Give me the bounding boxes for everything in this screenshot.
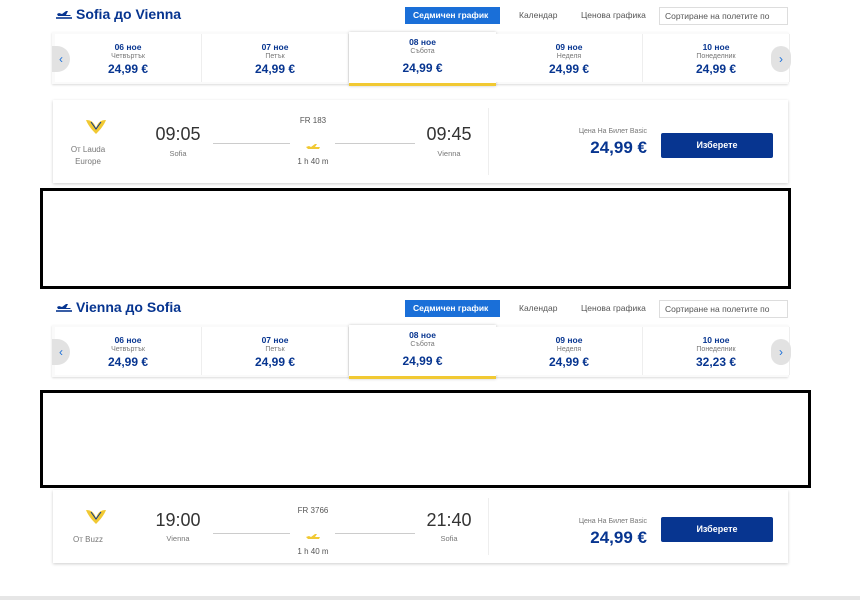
airline-logo [85, 508, 107, 526]
date-cell[interactable]: 07 ное Петък 24,99 € [202, 327, 349, 375]
flight-card: От Lauda Europe 09:05 Sofia FR 183 1 h 40 m 0… [53, 100, 788, 183]
operator: От Lauda Europe [70, 145, 106, 166]
date-cell[interactable]: 08 ное Събота 24,99 € [349, 325, 496, 379]
plane-icon [305, 528, 321, 539]
date: 08 ное [409, 330, 436, 340]
next-button[interactable]: › [771, 339, 791, 365]
sort-dropdown[interactable]: Сортиране на полетите по [659, 7, 788, 25]
departure-time: 09:05 [155, 124, 201, 144]
prev-button[interactable]: ‹ [52, 46, 70, 72]
date-price: 24,99 € [254, 62, 296, 76]
plane-icon [55, 299, 73, 312]
section-title: Vienna до Sofia [76, 299, 182, 315]
arrival-city: Sofia [440, 534, 458, 543]
tab[interactable]: Календар [519, 10, 558, 20]
weekday: Понеделник [696, 53, 736, 60]
section-title: Sofia до Vienna [76, 6, 182, 22]
flight-number: FR 183 [299, 116, 327, 125]
date-cell[interactable]: 09 ное Неделя 24,99 € [496, 34, 643, 82]
date-cell[interactable]: 06 ное Четвъртък 24,99 € [55, 34, 202, 82]
date: 09 ное [555, 42, 583, 52]
date: 10 ное [702, 42, 730, 52]
weekday: Събота [410, 48, 435, 55]
date: 07 ное [261, 335, 289, 345]
tab[interactable]: Седмичен график [405, 7, 500, 24]
select-button[interactable]: Изберете [661, 133, 773, 158]
date-price: 24,99 € [402, 61, 443, 75]
weekday: Четвъртък [111, 346, 145, 353]
date-price: 24,99 € [107, 62, 149, 76]
weekday: Събота [410, 341, 435, 348]
redaction-box [40, 188, 791, 289]
weekday: Петък [265, 346, 285, 353]
next-button[interactable]: › [771, 46, 791, 72]
divider [488, 498, 489, 555]
prev-button[interactable]: ‹ [52, 339, 70, 365]
date: 08 ное [409, 37, 436, 47]
tab[interactable]: Седмичен график [405, 300, 500, 317]
weekday: Четвъртък [111, 53, 145, 60]
date-cell[interactable]: 10 ное Понеделник 24,99 € [643, 34, 790, 82]
plane-icon [55, 6, 73, 19]
date-cell[interactable]: 09 ное Неделя 24,99 € [496, 327, 643, 375]
departure-city: Vienna [166, 534, 190, 543]
price: 24,99 € [590, 138, 647, 157]
footer-strip [0, 596, 860, 600]
tab[interactable]: Ценова графика [581, 10, 646, 20]
date-cell[interactable]: 10 ное Понеделник 32,23 € [643, 327, 790, 375]
date-price: 24,99 € [107, 355, 149, 369]
date-cell[interactable]: 06 ное Четвъртък 24,99 € [55, 327, 202, 375]
weekday: Неделя [556, 346, 582, 353]
date-price: 32,23 € [695, 355, 737, 369]
date-price: 24,99 € [548, 355, 590, 369]
divider [488, 108, 489, 175]
sort-dropdown[interactable]: Сортиране на полетите по [659, 300, 788, 318]
date: 07 ное [261, 42, 289, 52]
weekday: Петък [265, 53, 285, 60]
weekday: Неделя [556, 53, 582, 60]
arrival-time: 21:40 [426, 510, 472, 530]
date: 09 ное [555, 335, 583, 345]
operator: От Buzz [73, 535, 103, 544]
flight-number: FR 3766 [297, 506, 329, 515]
date-cell[interactable]: 07 ное Петък 24,99 € [202, 34, 349, 82]
tab[interactable]: Ценова графика [581, 303, 646, 313]
plane-icon [305, 138, 321, 149]
duration: 1 h 40 m [297, 157, 329, 166]
tab[interactable]: Календар [519, 303, 558, 313]
fare-label: Цена На Билет Basic [578, 518, 647, 525]
redaction-box [40, 390, 811, 488]
arrival-time: 09:45 [426, 124, 472, 144]
date: 06 ное [114, 335, 142, 345]
airline-logo [85, 118, 107, 136]
fare-label: Цена На Билет Basic [578, 128, 647, 135]
route-line [213, 533, 290, 534]
duration: 1 h 40 m [297, 547, 329, 556]
flight-card: От Buzz 19:00 Vienna FR 3766 1 h 40 m 21:40 So… [53, 490, 788, 563]
route-line [335, 533, 415, 534]
departure-time: 19:00 [155, 510, 201, 530]
arrival-city: Vienna [437, 149, 461, 158]
date-price: 24,99 € [254, 355, 296, 369]
departure-city: Sofia [169, 149, 187, 158]
date-price: 24,99 € [695, 62, 737, 76]
date-price: 24,99 € [402, 354, 443, 368]
date: 06 ное [114, 42, 142, 52]
route-line [335, 143, 415, 144]
date: 10 ное [702, 335, 730, 345]
date-cell[interactable]: 08 ное Събота 24,99 € [349, 32, 496, 86]
weekday: Понеделник [696, 346, 736, 353]
select-button[interactable]: Изберете [661, 517, 773, 542]
date-price: 24,99 € [548, 62, 590, 76]
price: 24,99 € [590, 528, 647, 547]
route-line [213, 143, 290, 144]
